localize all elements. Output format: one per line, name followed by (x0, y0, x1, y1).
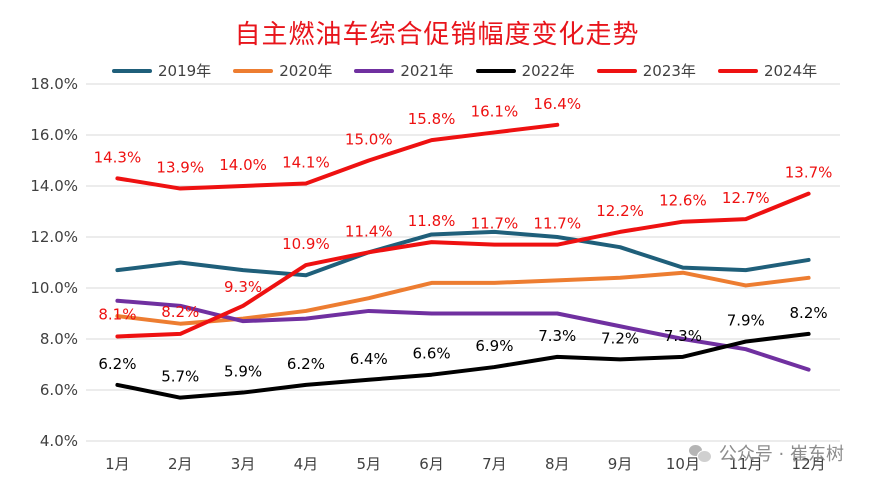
x-tick-label: 6月 (419, 455, 444, 473)
y-tick-label: 6.0% (40, 381, 78, 399)
data-label: 13.9% (156, 159, 204, 177)
series-line-2019年 (115, 229, 811, 278)
legend-swatch (475, 68, 516, 73)
data-label: 8.2% (790, 304, 828, 322)
data-label: 11.4% (345, 222, 393, 240)
y-tick-label: 14.0% (30, 177, 78, 195)
data-label: 10.9% (282, 235, 330, 253)
watermark-text: 公众号 · 崔东树 (718, 444, 844, 465)
legend-swatch (596, 68, 637, 73)
legend-item: 2024年 (717, 60, 818, 81)
data-label: 9.3% (224, 278, 262, 296)
data-label: 7.3% (538, 327, 576, 345)
legend-label: 2019年 (158, 62, 212, 80)
x-tick-label: 11月 (729, 455, 763, 473)
data-label: 14.1% (282, 153, 330, 171)
watermark: 公众号 · 崔东树 (688, 440, 844, 466)
y-tick-label: 4.0% (40, 432, 78, 450)
legend-item: 2020年 (233, 60, 332, 81)
data-label: 12.2% (596, 202, 644, 220)
data-label: 12.7% (722, 189, 770, 207)
y-tick-label: 8.0% (40, 330, 78, 348)
data-label: 6.9% (475, 337, 513, 355)
x-tick-label: 4月 (294, 455, 319, 473)
legend: 2019年 2020年 2021年 2022年 2023年 2024年 (112, 60, 839, 81)
legend-label: 2020年 (279, 62, 333, 80)
data-label: 8.1% (98, 305, 136, 323)
legend-label: 2021年 (400, 62, 454, 80)
y-tick-label: 10.0% (30, 279, 78, 297)
legend-label: 2023年 (642, 62, 696, 80)
data-label: 15.0% (345, 131, 393, 149)
y-tick-label: 12.0% (30, 228, 78, 246)
data-label: 14.0% (219, 156, 267, 174)
wechat-icon (688, 443, 712, 463)
y-tick-label: 18.0% (30, 75, 78, 93)
x-tick-label: 9月 (608, 455, 633, 473)
legend-item: 2023年 (596, 60, 696, 81)
data-label: 7.2% (601, 329, 639, 347)
series-line-2023年 (115, 191, 811, 339)
chart-title: 自主燃油车综合促销幅度变化走势 (234, 20, 640, 50)
data-label: 6.2% (98, 355, 136, 373)
legend-item: 2022年 (475, 60, 575, 81)
legend-label: 2024年 (763, 62, 818, 80)
data-label: 15.8% (408, 110, 456, 128)
data-label: 5.7% (161, 368, 199, 386)
legend-label: 2022年 (521, 62, 575, 80)
data-label: 6.4% (350, 350, 388, 368)
series-line-2021年 (115, 298, 811, 372)
legend-swatch (354, 68, 395, 73)
data-label: 11.7% (533, 215, 581, 233)
x-tick-label: 1月 (105, 455, 130, 473)
data-label: 8.2% (161, 303, 199, 321)
data-label: 14.3% (94, 148, 142, 166)
legend-item: 2021年 (354, 60, 454, 81)
series-line-2024年 (115, 122, 560, 191)
data-label: 16.1% (471, 102, 519, 120)
data-label: 6.6% (413, 345, 451, 363)
legend-swatch (233, 68, 274, 73)
x-tick-label: 8月 (545, 455, 570, 473)
x-tick-label: 10月 (666, 455, 700, 473)
x-tick-label: 7月 (482, 455, 507, 473)
x-tick-label: 3月 (231, 455, 256, 473)
legend-swatch (112, 68, 152, 73)
data-label: 11.7% (471, 215, 519, 233)
data-label: 13.7% (785, 164, 833, 182)
x-tick-label: 12月 (792, 455, 826, 473)
data-label: 16.4% (533, 95, 581, 113)
legend-item: 2019年 (112, 60, 211, 81)
x-tick-label: 5月 (356, 455, 381, 473)
x-tick-label: 2月 (168, 455, 193, 473)
data-label: 6.2% (287, 355, 325, 373)
data-label: 5.9% (224, 363, 262, 381)
y-tick-label: 16.0% (30, 126, 78, 144)
legend-swatch (717, 68, 758, 73)
series-line-2022年 (115, 331, 811, 400)
data-label: 11.8% (408, 212, 456, 230)
data-label: 7.9% (727, 312, 765, 330)
data-label: 12.6% (659, 192, 707, 210)
data-label: 7.3% (664, 327, 702, 345)
